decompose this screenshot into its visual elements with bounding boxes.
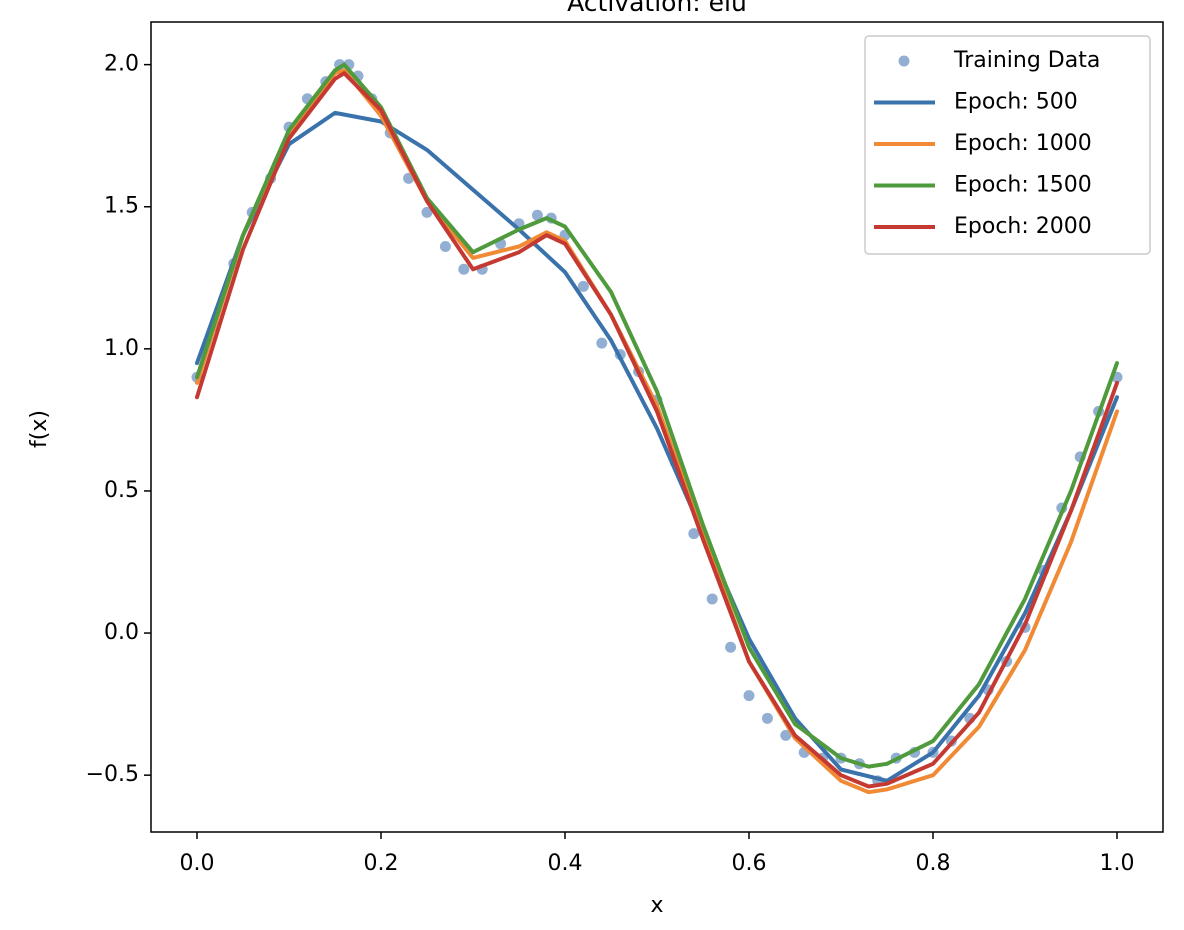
x-axis-title: x xyxy=(650,893,663,918)
training-data-point xyxy=(421,206,433,218)
training-data-point xyxy=(725,641,737,653)
series-line-2 xyxy=(195,62,1119,769)
x-tick-label: 0.2 xyxy=(364,851,399,876)
legend-label: Epoch: 1500 xyxy=(954,173,1092,198)
y-tick-label: −0.5 xyxy=(86,762,139,787)
series-line-0 xyxy=(195,110,1119,783)
training-data-point xyxy=(596,337,608,349)
legend-label: Epoch: 1000 xyxy=(954,131,1092,156)
training-data-point xyxy=(780,729,792,741)
legend-label: Training Data xyxy=(953,48,1100,73)
y-tick-label: 0.0 xyxy=(104,620,139,645)
legend-marker-training-data xyxy=(898,55,910,67)
y-tick-label: 1.0 xyxy=(104,336,139,361)
legend-label: Epoch: 2000 xyxy=(954,214,1092,239)
legend-label: Epoch: 500 xyxy=(954,90,1078,115)
chart-title: Activation: elu xyxy=(567,0,747,17)
x-tick-label: 0.6 xyxy=(732,851,767,876)
training-data-point xyxy=(706,593,718,605)
training-data-point xyxy=(458,263,470,275)
training-data-point xyxy=(761,712,773,724)
x-tick-label: 1.0 xyxy=(1100,851,1135,876)
y-tick-label: 1.5 xyxy=(104,194,139,219)
legend-box xyxy=(864,35,1151,255)
plot-area xyxy=(191,59,1123,795)
x-tick-label: 0.0 xyxy=(180,851,215,876)
y-tick-label: 2.0 xyxy=(104,52,139,77)
plot-frame xyxy=(150,21,1164,833)
y-axis: −0.5 0.0 0.5 1.0 1.5 2.0 xyxy=(86,52,151,787)
training-data-point xyxy=(531,209,543,221)
x-tick-label: 0.8 xyxy=(916,851,951,876)
training-data-point xyxy=(743,690,755,702)
training-data-point xyxy=(688,528,700,540)
y-tick-label: 0.5 xyxy=(104,478,139,503)
y-axis-title: f(x) xyxy=(27,410,52,448)
training-data-point xyxy=(439,241,451,253)
x-axis: 0.0 0.2 0.4 0.6 0.8 1.0 xyxy=(180,832,1135,876)
series-line-3 xyxy=(195,71,1119,789)
x-tick-label: 0.4 xyxy=(548,851,583,876)
training-data-point xyxy=(577,280,589,292)
legend: Training Data Epoch: 500 Epoch: 1000 Epoch:… xyxy=(864,35,1151,255)
